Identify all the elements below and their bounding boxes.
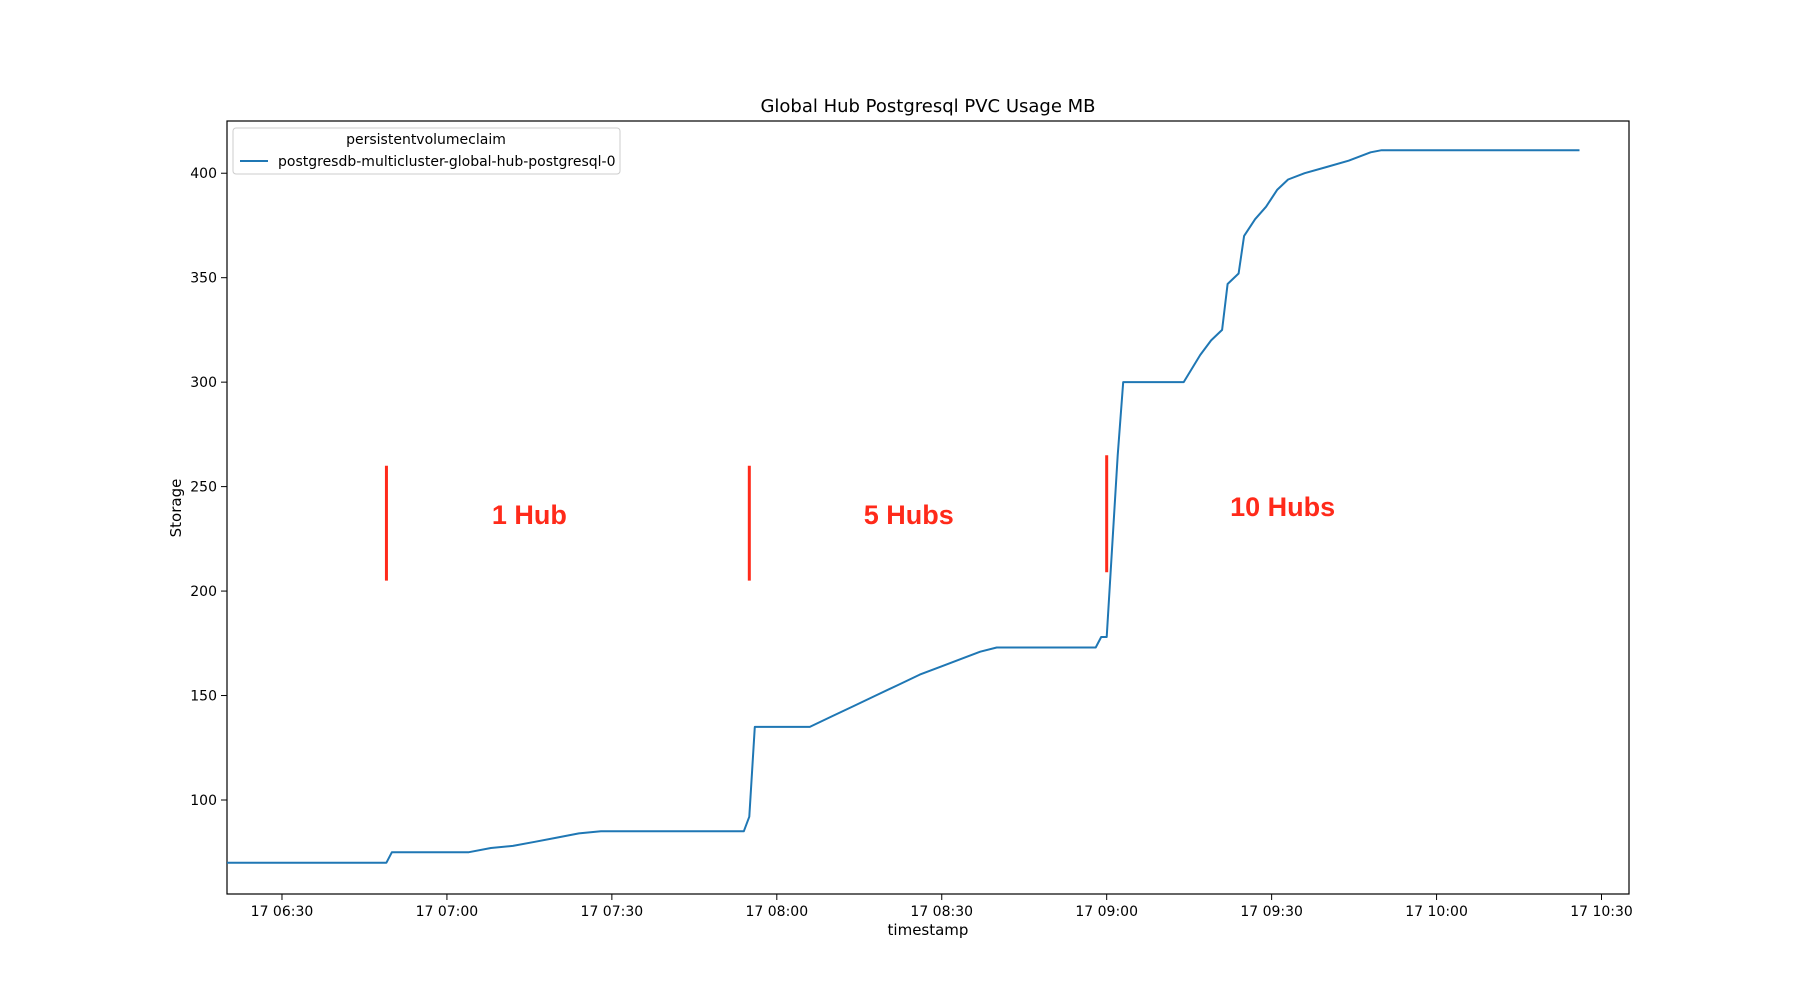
y-tick-label: 300 (190, 375, 217, 391)
x-tick-label: 17 10:30 (1570, 904, 1633, 920)
x-tick-label: 17 10:00 (1405, 904, 1468, 920)
legend-entry-label: postgresdb-multicluster-global-hub-postg… (278, 154, 616, 170)
y-tick-label: 350 (190, 271, 217, 287)
annotation-layer: 1 Hub 5 Hubs 10 Hubs (384, 455, 1335, 581)
legend: persistentvolumeclaim postgresdb-multicl… (232, 127, 621, 175)
x-axis-label: timestamp (888, 921, 969, 939)
y-axis-label: Storage (167, 479, 185, 538)
series-layer (227, 149, 1580, 864)
series-line-0 (227, 149, 1580, 864)
y-tick-label: 200 (190, 584, 217, 600)
phase-label: 5 Hubs (864, 500, 954, 530)
phase-label: 1 Hub (492, 500, 567, 530)
x-tick-label: 17 07:30 (581, 904, 644, 920)
x-tick-label: 17 08:30 (910, 904, 973, 920)
chart-title: Global Hub Postgresql PVC Usage MB (760, 96, 1095, 117)
x-tick-label: 17 09:30 (1240, 904, 1303, 920)
y-tick-label: 150 (190, 689, 217, 705)
plot-area-frame (226, 120, 1630, 895)
legend-title: persistentvolumeclaim (346, 132, 506, 148)
y-tick-label: 250 (190, 480, 217, 496)
x-tick-label: 17 09:00 (1075, 904, 1138, 920)
x-axis-ticks: 17 06:30 17 07:00 17 07:30 17 08:00 17 08:30… (251, 894, 1633, 920)
y-axis-ticks: 100 150 200 250 300 350 400 (190, 166, 227, 809)
y-tick-label: 100 (190, 793, 217, 809)
y-tick-label: 400 (190, 166, 217, 182)
x-tick-label: 17 06:30 (251, 904, 314, 920)
x-tick-label: 17 07:00 (416, 904, 479, 920)
x-tick-label: 17 08:00 (745, 904, 808, 920)
phase-label: 10 Hubs (1230, 492, 1335, 522)
legend-box (232, 127, 621, 175)
